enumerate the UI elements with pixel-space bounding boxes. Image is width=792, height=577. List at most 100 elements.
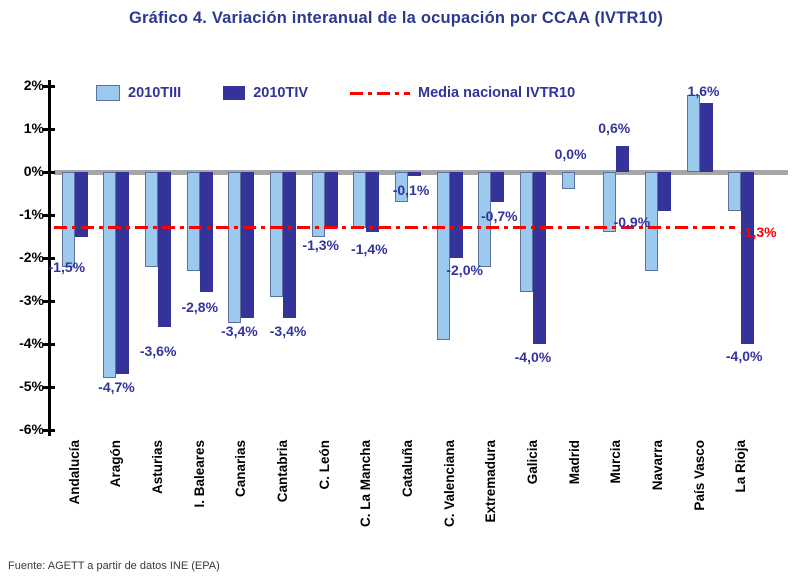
category-label-Madrid: Madrid xyxy=(566,440,582,485)
category-label-C. Valenciana: C. Valenciana xyxy=(441,440,457,528)
bar-2010TIII-Cantabria xyxy=(270,172,284,297)
bar-2010TIV-Canarias xyxy=(241,172,255,319)
media-nacional-line xyxy=(54,226,735,230)
bar-2010TIV-Andalucía xyxy=(74,172,88,237)
bar-2010TIII-Andalucía xyxy=(61,172,75,267)
bar-value-label-Galicia: -4,0% xyxy=(514,349,552,365)
bar-value-label-Navarra: -0,9% xyxy=(613,213,651,230)
bar-2010TIII-Aragón xyxy=(103,172,117,379)
bar-2010TIII-I. Baleares xyxy=(186,172,200,271)
bar-value-label-I. Baleares: -2,8% xyxy=(181,299,219,316)
bar-2010TIII-Murcia xyxy=(603,172,617,233)
bar-value-label-Madrid: 0,0% xyxy=(554,146,587,162)
category-label-C. León: C. León xyxy=(316,440,332,490)
bar-value-label-La Rioja: -4,0% xyxy=(725,348,763,364)
y-axis-tick xyxy=(43,84,55,88)
bar-value-label-Andalucía: -1,5% xyxy=(48,258,86,275)
bar-2010TIV-I. Baleares xyxy=(199,172,213,293)
legend-swatch-2010tiii xyxy=(96,85,120,101)
category-label-La Rioja: La Rioja xyxy=(733,440,749,493)
category-label-Andalucía: Andalucía xyxy=(66,440,82,505)
category-label-C. La Mancha: C. La Mancha xyxy=(358,440,374,528)
y-axis-label: 0% xyxy=(23,163,44,179)
category-label-País Vasco: País Vasco xyxy=(691,440,707,511)
y-axis-label: -5% xyxy=(19,378,44,394)
bar-2010TIV-Extremadura xyxy=(491,172,505,203)
bar-value-label-Cataluña: -0,1% xyxy=(392,182,430,199)
y-axis-tick xyxy=(43,170,55,174)
bar-2010TIII-País Vasco xyxy=(686,94,700,172)
bar-value-label-Extremadura: -0,7% xyxy=(480,208,518,225)
chart-legend: 2010TIII 2010TIV Media nacional IVTR10 xyxy=(96,84,575,102)
legend-label-2010tiii: 2010TIII xyxy=(128,85,182,101)
bar-2010TIV-Cataluña xyxy=(408,172,421,177)
source-note: Fuente: AGETT a partir de datos INE (EPA… xyxy=(8,560,220,572)
bar-value-label-País Vasco: 1,6% xyxy=(687,83,720,100)
legend-item-2010tiii: 2010TIII xyxy=(96,85,181,101)
bar-value-label-Cantabria: -3,4% xyxy=(269,323,307,340)
bar-2010TIV-Murcia xyxy=(616,146,630,172)
bar-value-label-Murcia: 0,6% xyxy=(598,120,631,137)
category-label-Murcia: Murcia xyxy=(608,440,624,484)
category-label-I. Baleares: I. Baleares xyxy=(191,440,207,508)
chart-title: Gráfico 4. Variación interanual de la oc… xyxy=(128,9,664,27)
legend-swatch-2010tiv xyxy=(223,86,246,100)
category-label-Cataluña: Cataluña xyxy=(400,440,415,498)
bar-2010TIII-C. León xyxy=(311,172,325,237)
bar-value-label-C. Valenciana: -2,0% xyxy=(446,262,483,278)
bar-2010TIII-Canarias xyxy=(228,172,242,323)
category-label-Canarias: Canarias xyxy=(233,440,249,498)
y-axis-label: 1% xyxy=(23,120,44,136)
bar-2010TIII-Madrid xyxy=(561,172,575,190)
media-nacional-value-label: -1,3% xyxy=(740,223,777,240)
category-label-Aragón: Aragón xyxy=(108,440,124,488)
category-label-Cantabria: Cantabria xyxy=(275,440,291,503)
legend-label-2010tiv: 2010TIV xyxy=(253,85,309,101)
bar-2010TIV-C. Valenciana xyxy=(449,172,463,258)
bar-value-label-Canarias: -3,4% xyxy=(221,323,258,340)
y-axis-tick xyxy=(43,299,55,303)
y-axis-tick xyxy=(43,342,55,346)
y-axis-label: -3% xyxy=(19,292,44,308)
y-axis-tick xyxy=(43,127,55,131)
y-axis-label: -6% xyxy=(19,421,44,437)
y-axis-label: -1% xyxy=(19,206,44,222)
category-label-Asturias: Asturias xyxy=(150,440,166,495)
bar-2010TIV-Asturias xyxy=(158,172,172,327)
bar-2010TIII-La Rioja xyxy=(728,172,742,211)
bar-value-label-C. La Mancha: -1,4% xyxy=(351,241,388,258)
legend-item-2010tiv: 2010TIV xyxy=(223,85,308,101)
bar-2010TIV-La Rioja xyxy=(741,172,755,344)
bar-2010TIII-Cataluña xyxy=(395,172,408,203)
category-label-Navarra: Navarra xyxy=(649,440,665,491)
bar-2010TIII-Asturias xyxy=(145,172,159,267)
y-axis-tick xyxy=(43,385,55,389)
bar-2010TIV-Aragón xyxy=(116,172,130,375)
bar-2010TIV-Navarra xyxy=(657,172,671,211)
bar-2010TIII-Galicia xyxy=(519,172,533,293)
y-axis-label: 2% xyxy=(23,77,44,93)
bar-value-label-Aragón: -4,7% xyxy=(98,379,135,396)
legend-dashdot-line-sample xyxy=(350,91,411,95)
bar-2010TIV-País Vasco xyxy=(699,103,713,172)
legend-label-media-nacional: Media nacional IVTR10 xyxy=(418,85,576,101)
category-label-Extremadura: Extremadura xyxy=(483,440,499,523)
bar-2010TIV-C. La Mancha xyxy=(366,172,380,233)
bar-2010TIII-Extremadura xyxy=(478,172,492,267)
bar-value-label-Asturias: -3,6% xyxy=(139,342,177,359)
bar-2010TIV-C. León xyxy=(324,172,338,228)
y-axis-tick xyxy=(43,428,55,432)
bar-2010TIII-C. Valenciana xyxy=(436,172,450,340)
zero-gridline xyxy=(54,170,788,175)
y-axis-tick xyxy=(43,213,55,217)
bar-2010TIV-Galicia xyxy=(532,172,546,344)
bar-2010TIV-Cantabria xyxy=(283,172,297,319)
legend-item-media-nacional: Media nacional IVTR10 xyxy=(350,85,575,101)
y-axis-tick xyxy=(43,256,55,260)
y-axis-label: -4% xyxy=(19,335,44,351)
bar-value-label-C. León: -1,3% xyxy=(302,236,339,253)
bar-2010TIII-C. La Mancha xyxy=(353,172,367,228)
y-axis-label: -2% xyxy=(19,249,44,265)
